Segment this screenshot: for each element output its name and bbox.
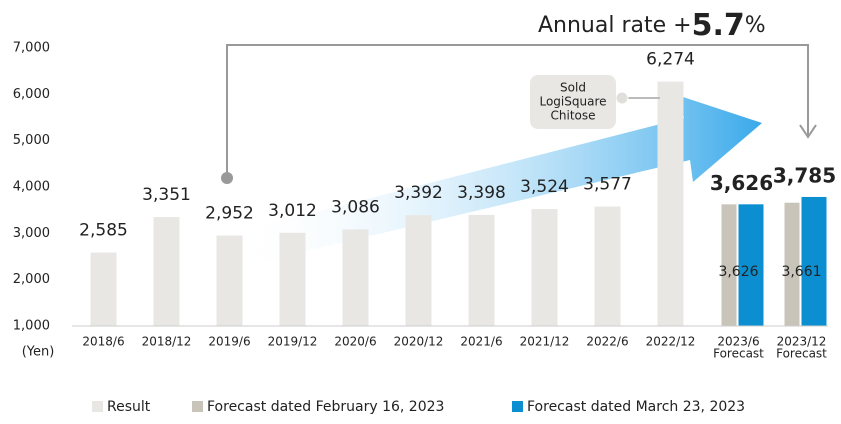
- callout-text: Sold: [560, 81, 586, 95]
- x-tick-label: 2022/12: [646, 335, 696, 349]
- bracket-dot: [221, 172, 233, 184]
- bar: [657, 81, 684, 326]
- bars: [90, 81, 827, 326]
- data-label: 3,398: [457, 183, 506, 203]
- x-tick-label: 2019/12: [268, 335, 318, 349]
- callout-text: LogiSquare: [539, 95, 606, 109]
- y-tick-label: 7,000: [13, 41, 50, 56]
- data-label: 3,086: [331, 197, 380, 217]
- legend-label: Result: [107, 399, 151, 415]
- data-label: 3,351: [142, 185, 191, 205]
- bar: [594, 206, 621, 326]
- x-tick-label: 2018/12: [142, 335, 192, 349]
- x-tick-label: 2021/6: [460, 335, 502, 349]
- legend: Result Forecast dated February 16, 2023 Fo…: [92, 399, 745, 415]
- y-tick-label: 4,000: [13, 180, 50, 195]
- x-tick-label: 2021/12: [520, 335, 570, 349]
- bar: [279, 232, 306, 326]
- x-tick-note: Forecast: [776, 347, 827, 361]
- x-tick-label: 2023/6: [717, 335, 759, 349]
- bar: [216, 235, 243, 326]
- bar: [721, 204, 737, 326]
- bar: [468, 214, 495, 326]
- bar: [153, 217, 180, 326]
- x-tick-label: 2020/12: [394, 335, 444, 349]
- data-label: 3,661: [781, 264, 821, 280]
- annotation-value: 5.7: [692, 8, 745, 43]
- y-tick-label: 1,000: [13, 319, 50, 334]
- data-label: 3,785: [773, 163, 836, 187]
- y-unit-label: (Yen): [22, 345, 55, 360]
- data-label: 6,274: [646, 50, 695, 70]
- data-label: 3,577: [583, 175, 632, 195]
- y-tick-label: 2,000: [13, 272, 50, 287]
- bar: [738, 204, 764, 326]
- x-tick-label: 2020/6: [334, 335, 376, 349]
- data-label: 2,585: [79, 221, 128, 241]
- y-tick-label: 6,000: [13, 87, 50, 102]
- legend-swatch: [92, 401, 103, 412]
- bar: [531, 209, 558, 326]
- data-label: 3,012: [268, 201, 317, 221]
- y-tick-label: 5,000: [13, 133, 50, 148]
- annotation: Annual rate +5.7%: [538, 8, 766, 43]
- legend-label: Forecast dated March 23, 2023: [527, 399, 745, 415]
- bar: [342, 229, 369, 326]
- bar: [405, 215, 432, 326]
- callout-text: Chitose: [551, 109, 596, 123]
- annotation-suffix: %: [745, 13, 766, 38]
- x-tick-label: 2019/6: [208, 335, 250, 349]
- bracket-line: [226, 44, 809, 178]
- data-label: 3,524: [520, 177, 569, 197]
- y-tick-label: 3,000: [13, 226, 50, 241]
- callout-dot: [615, 91, 629, 105]
- x-tick-label: 2022/6: [586, 335, 628, 349]
- trend-arrow: [226, 96, 762, 268]
- bar: [90, 252, 117, 326]
- callout-box: [530, 75, 616, 129]
- data-label: 3,626: [718, 264, 758, 280]
- legend-label: Forecast dated February 16, 2023: [207, 399, 444, 415]
- x-tick-label: 2023/12: [777, 335, 827, 349]
- data-label: 3,626: [710, 171, 773, 195]
- legend-swatch: [192, 401, 203, 412]
- bar: [784, 202, 800, 326]
- legend-swatch: [512, 401, 523, 412]
- bar: [801, 196, 827, 326]
- data-label: 2,952: [205, 204, 254, 224]
- annotation-prefix: Annual rate +: [538, 13, 692, 38]
- x-tick-label: 2018/6: [82, 335, 124, 349]
- x-tick-note: Forecast: [713, 347, 764, 361]
- bracket-arrowhead: [799, 124, 817, 139]
- data-label: 3,392: [394, 183, 443, 203]
